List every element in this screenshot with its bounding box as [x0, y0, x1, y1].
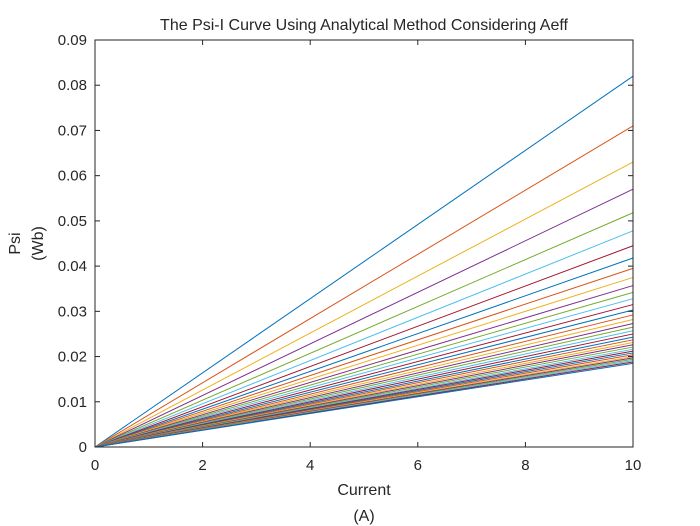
y-tick-label-5: 0.05 — [58, 213, 87, 230]
series-line-8 — [94, 257, 634, 448]
series-line-2 — [94, 125, 634, 448]
y-axis-label: Psi — [7, 232, 24, 254]
x-tick-label-1: 2 — [198, 457, 206, 474]
series-line-10 — [94, 276, 634, 448]
chart-title: The Psi-I Curve Using Analytical Method … — [160, 17, 568, 34]
plot-area — [95, 40, 633, 447]
x-tick-label-2: 4 — [306, 457, 314, 474]
series-line-36 — [94, 362, 634, 448]
y-axis-unit: (Wb) — [30, 226, 47, 261]
y-tick-label-4: 0.04 — [58, 258, 87, 275]
series-line-18 — [94, 323, 634, 448]
series-line-16 — [94, 314, 634, 448]
series-line-19 — [94, 326, 634, 448]
axes-box — [94, 39, 634, 448]
series-line-9 — [94, 267, 634, 448]
x-tick-label-3: 6 — [414, 457, 422, 474]
x-axis-label: Current — [337, 482, 391, 499]
series-line-14 — [94, 304, 634, 448]
y-tick-label-0: 0 — [79, 439, 87, 456]
tick-labels-layer: 0 2 4 6 8 10 0 0.01 0.02 0.03 0.04 0.05 0.06 0.07 0.08… — [58, 32, 642, 474]
x-tick-label-5: 10 — [625, 457, 642, 474]
series-line-20 — [94, 330, 634, 448]
series-line-4 — [94, 188, 634, 448]
series-line-11 — [94, 285, 634, 448]
ticks-layer — [94, 39, 634, 448]
series-line-15 — [94, 309, 634, 448]
x-tick-label-0: 0 — [91, 457, 99, 474]
series-line-17 — [94, 318, 634, 448]
y-tick-label-3: 0.03 — [58, 303, 87, 320]
y-tick-label-8: 0.08 — [58, 77, 87, 94]
x-tick-label-4: 8 — [521, 457, 529, 474]
series-line-6 — [94, 230, 634, 448]
y-tick-label-1: 0.01 — [58, 394, 87, 411]
series-line-13 — [94, 298, 634, 448]
series-line-3 — [94, 161, 634, 448]
series-line-5 — [94, 212, 634, 448]
series-line-7 — [94, 245, 634, 448]
series-line-12 — [94, 291, 634, 448]
y-tick-label-6: 0.06 — [58, 168, 87, 185]
series-layer — [94, 75, 634, 448]
series-line-1 — [94, 75, 634, 448]
series-line-21 — [94, 333, 634, 448]
y-tick-label-2: 0.02 — [58, 349, 87, 366]
y-tick-label-7: 0.07 — [58, 122, 87, 139]
y-tick-label-9: 0.09 — [58, 32, 87, 49]
x-axis-unit: (A) — [353, 508, 374, 525]
